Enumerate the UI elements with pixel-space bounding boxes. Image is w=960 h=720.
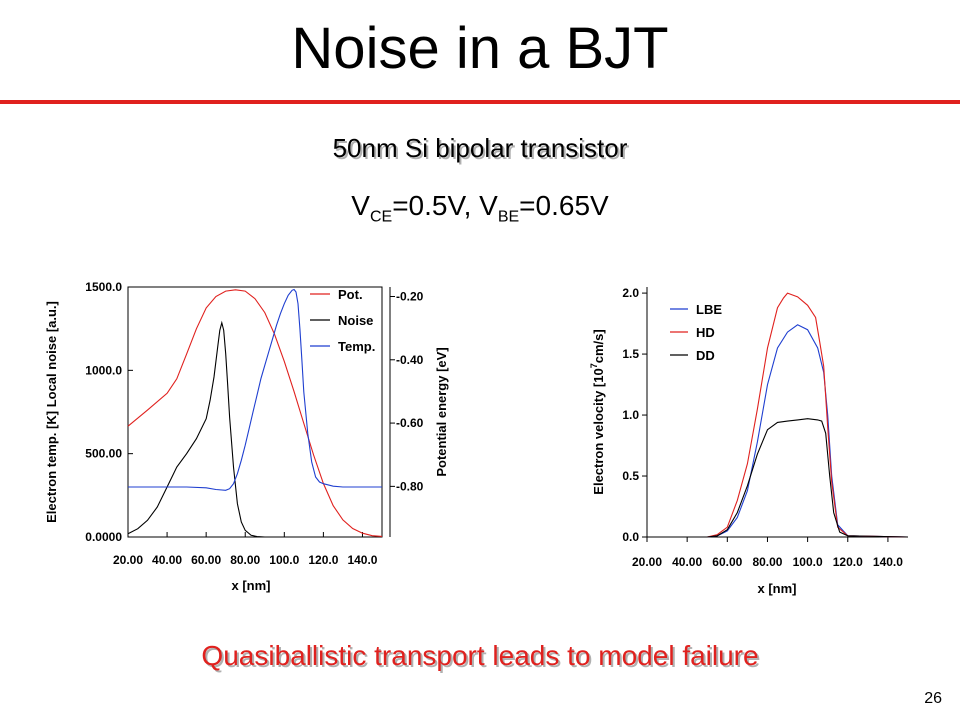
title-divider [0, 100, 960, 104]
chart1-y-axis-label: Electron temp. [K] Local noise [a.u.] [44, 301, 59, 523]
chart2-x-tick-label: 80.00 [752, 555, 782, 569]
chart1-x-tick-label: 100.0 [269, 553, 299, 567]
chart2-x-tick-label: 120.0 [833, 555, 863, 569]
chart1-x-tick-label: 80.00 [230, 553, 260, 567]
chart2-y-axis-label-sup: 7 [589, 363, 599, 368]
chart1-x-axis-label: x [nm] [232, 578, 271, 593]
bias-val1: =0.5V, V [392, 190, 498, 221]
chart1-y-tick-label: 1000.0 [85, 363, 122, 377]
chart1-y2-tick-label: -0.20 [396, 289, 424, 303]
chart1-x-tick-label: 40.00 [152, 553, 182, 567]
chart2-series-lbe-line [647, 324, 909, 538]
chart2-series-dd-line [647, 418, 909, 538]
chart2-y-tick-label: 0.0 [622, 530, 639, 544]
chart1-plot-frame [127, 286, 383, 538]
chart2-y-axis-label: Electron velocity [107cm/s] [589, 329, 606, 494]
chart2-x-tick-label: 40.00 [672, 555, 702, 569]
chart2-x-tick-label: 100.0 [793, 555, 823, 569]
chart2-x-axis-label: x [nm] [758, 581, 797, 596]
page-number: 26 [924, 690, 942, 707]
chart1-series-temp-line [128, 288, 382, 491]
chart2-x-tick-label: 60.00 [712, 555, 742, 569]
chart1-y-tick-label: 1500.0 [85, 280, 122, 294]
chart1-x-tick-label: 120.0 [308, 553, 338, 567]
chart2-legend-label: LBE [696, 302, 722, 317]
bias-sub2: BE [497, 208, 520, 226]
bias-val2: =0.65V [519, 190, 609, 221]
chart1-y-tick-label: 0.0000 [85, 530, 122, 544]
chart1-series-pot-line [127, 289, 383, 537]
chart2-y-tick-label: 1.5 [622, 347, 639, 361]
conclusion-text: Quasiballistic transport leads to model … [201, 640, 759, 671]
chart2-x-tick-label: 140.0 [873, 555, 903, 569]
chart1-legend-label: Pot. [338, 287, 363, 302]
bias-conditions: VCE=0.5V, VBE=0.65V [0, 190, 960, 227]
chart2-y-tick-label: 2.0 [622, 286, 639, 300]
chart1-series-noise-line [127, 320, 285, 538]
chart2-legend-label: DD [696, 348, 715, 363]
chart1-x-tick-label: 20.00 [113, 553, 143, 567]
chart2-x-tick-label: 20.00 [632, 555, 662, 569]
chart2-y-tick-label: 0.5 [622, 469, 639, 483]
chart1-y2-tick-label: -0.80 [396, 479, 424, 493]
chart1-legend-label: Temp. [338, 339, 375, 354]
bias-sub1: CE [369, 208, 393, 226]
chart1-y2-tick-label: -0.60 [396, 416, 424, 430]
slide-title: Noise in a BJT [291, 16, 669, 81]
chart1-y-tick-label: 500.00 [85, 447, 122, 461]
chart1-x-tick-label: 140.0 [347, 553, 377, 567]
chart2-series-hd-line [647, 292, 909, 538]
chart1-y2-tick-label: -0.40 [396, 353, 424, 367]
slide-subtitle: 50nm Si bipolar transistor [332, 133, 628, 163]
chart1-y2-axis-label: Potential energy [eV] [434, 347, 449, 476]
chart2-legend-label: HD [696, 325, 715, 340]
chart1-x-tick-label: 60.00 [191, 553, 221, 567]
chart2-y-axis-label-tail: cm/s] [591, 329, 606, 363]
chart2-y-tick-label: 1.0 [622, 408, 639, 422]
bias-v1: V [351, 190, 370, 221]
chart1-legend-label: Noise [338, 313, 373, 328]
chart2-y-axis-label-main: Electron velocity [10 [591, 368, 606, 494]
